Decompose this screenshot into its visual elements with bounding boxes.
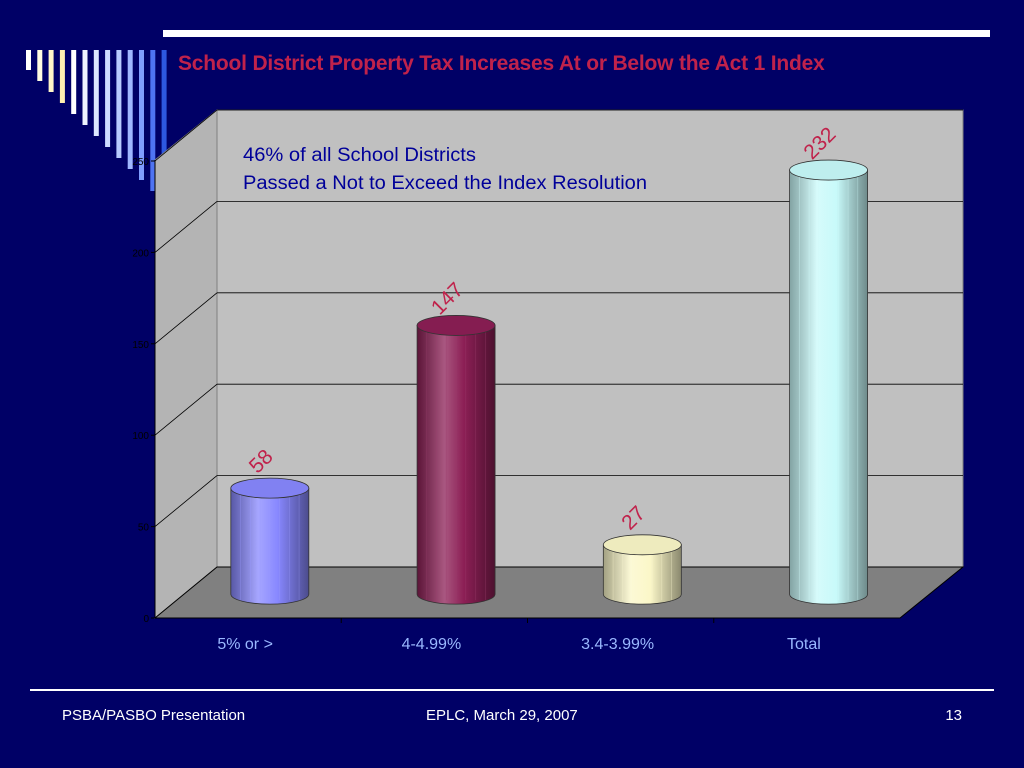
decorative-stripe (59, 50, 65, 103)
bar-top (602, 534, 682, 556)
gridline (154, 109, 218, 162)
bar-2 (416, 315, 496, 605)
decorative-stripe (26, 50, 31, 70)
decorative-stripe (48, 50, 54, 92)
gridline (154, 383, 218, 436)
y-tick-label: 100 (132, 431, 149, 442)
bar-top (416, 315, 496, 336)
y-tick-label: 250 (132, 157, 149, 168)
decorative-stripe (105, 50, 111, 147)
y-tick-label: 200 (132, 248, 149, 259)
bar-4 (789, 159, 868, 605)
decorative-stripe (93, 50, 99, 136)
decorative-stripe (37, 50, 43, 81)
gridline (154, 292, 218, 345)
bar-3 (602, 534, 682, 605)
chart-annotation-line: Passed a Not to Exceed the Index Resolut… (243, 173, 647, 194)
y-tick-label: 0 (143, 614, 149, 625)
decorative-stripe (116, 50, 122, 158)
y-tick-label: 50 (138, 523, 150, 534)
decorative-stripe (71, 50, 77, 114)
slide-title: School District Property Tax Increases A… (178, 52, 825, 75)
decorative-stripes (26, 30, 990, 200)
bar-1 (230, 477, 310, 605)
decorative-stripe (139, 50, 144, 180)
decorative-stripe (82, 50, 88, 125)
footer-event-date: EPLC, March 29, 2007 (426, 707, 578, 724)
category-label: 4-4.99% (402, 636, 462, 653)
footer-divider (30, 689, 994, 691)
bar-top (789, 159, 868, 181)
decorative-stripe (150, 50, 156, 191)
page-number: 13 (945, 707, 962, 724)
header-rule (163, 30, 990, 37)
chart-floor (153, 566, 965, 619)
gridline (154, 475, 218, 527)
category-label: 3.4-3.99% (581, 636, 654, 653)
decorative-stripe (127, 50, 133, 169)
bar-top (230, 477, 310, 499)
chart-annotation-line: 46% of all School Districts (243, 145, 476, 166)
chart-side-wall (154, 108, 218, 620)
y-tick-label: 150 (132, 340, 149, 351)
footer-presentation-name: PSBA/PASBO Presentation (62, 707, 246, 724)
gridline (154, 201, 218, 253)
category-label: 5% or > (217, 636, 273, 653)
category-label: Total (787, 636, 821, 653)
decorative-stripe (161, 50, 167, 200)
